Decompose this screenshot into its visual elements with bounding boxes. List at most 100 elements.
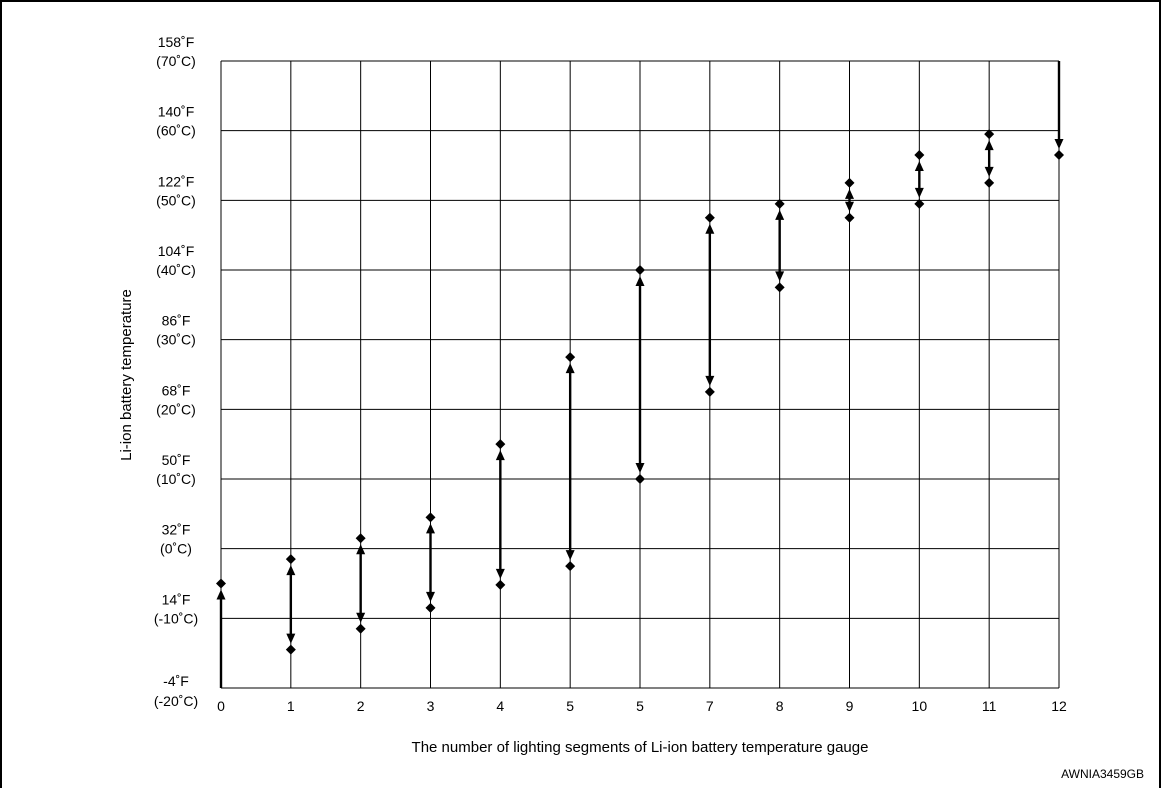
range-bar bbox=[844, 177, 855, 223]
range-low-marker bbox=[914, 198, 925, 209]
range-bar bbox=[216, 578, 226, 688]
x-tick-label: 2 bbox=[357, 698, 365, 714]
range-bar bbox=[635, 265, 645, 484]
range-low-arrow bbox=[705, 375, 715, 386]
y-tick-label-f: 104˚F bbox=[158, 243, 195, 259]
range-bar bbox=[355, 533, 366, 634]
y-tick-label-f: -4˚F bbox=[163, 673, 189, 689]
range-low-arrow bbox=[914, 187, 924, 198]
range-high-arrow bbox=[426, 523, 435, 534]
y-tick-label-f: 50˚F bbox=[162, 452, 191, 468]
range-low-arrow bbox=[845, 201, 854, 212]
range-high-arrow bbox=[845, 188, 854, 199]
range-high-arrow bbox=[565, 363, 575, 374]
range-low-arrow bbox=[1054, 139, 1064, 150]
y-tick-label-f: 140˚F bbox=[158, 104, 195, 120]
range-high-marker bbox=[635, 265, 645, 275]
range-high-marker bbox=[495, 439, 506, 450]
range-bar bbox=[914, 150, 925, 209]
x-tick-label: 0 bbox=[217, 698, 225, 714]
range-low-marker bbox=[355, 623, 366, 634]
x-tick-label: 5 bbox=[566, 698, 574, 714]
x-tick-label: 7 bbox=[706, 698, 714, 714]
y-tick-label-c: (-20˚C) bbox=[154, 693, 198, 709]
range-low-arrow bbox=[426, 591, 435, 602]
y-tick-label-c: (30˚C) bbox=[156, 332, 196, 348]
range-high-arrow bbox=[635, 276, 645, 286]
range-high-marker bbox=[844, 177, 855, 188]
y-tick-label-c: (60˚C) bbox=[156, 123, 196, 139]
y-tick-label-f: 14˚F bbox=[162, 591, 191, 607]
x-tick-label: 9 bbox=[846, 698, 854, 714]
range-low-arrow bbox=[775, 271, 785, 282]
y-tick-label-c: (40˚C) bbox=[156, 262, 196, 278]
range-low-arrow bbox=[495, 568, 505, 579]
y-tick-label-f: 86˚F bbox=[162, 313, 191, 329]
y-tick-label-c: (20˚C) bbox=[156, 401, 196, 417]
range-high-marker bbox=[914, 150, 925, 161]
range-low-marker bbox=[704, 386, 715, 397]
range-high-arrow bbox=[775, 209, 785, 220]
range-bar bbox=[774, 198, 785, 293]
y-tick-label-f: 122˚F bbox=[158, 173, 195, 189]
range-high-marker bbox=[565, 352, 576, 363]
range-high-marker bbox=[984, 129, 995, 140]
range-high-marker bbox=[774, 198, 785, 209]
x-tick-label: 10 bbox=[912, 698, 928, 714]
y-tick-label-c: (-10˚C) bbox=[154, 610, 198, 626]
y-tick-labels: -4˚F (-20˚C) 14˚F (-10˚C) 32˚F (0˚C) 50˚F (10˚C… bbox=[154, 34, 198, 709]
range-low-arrow bbox=[356, 612, 366, 623]
range-low-marker bbox=[565, 561, 576, 572]
y-tick-label-c: (10˚C) bbox=[156, 471, 196, 487]
range-low-arrow bbox=[984, 166, 994, 177]
range-low-marker bbox=[774, 282, 785, 293]
x-axis-label: The number of lighting segments of Li-io… bbox=[412, 739, 869, 756]
range-high-arrow bbox=[216, 589, 226, 600]
figure-code: AWNIA3459GB bbox=[1061, 767, 1144, 781]
range-bar bbox=[495, 439, 506, 590]
range-bar bbox=[285, 554, 296, 655]
range-low-marker bbox=[285, 644, 296, 655]
y-tick-label-f: 32˚F bbox=[162, 522, 191, 538]
range-low-marker bbox=[425, 602, 436, 613]
x-tick-labels: 0 1 2 3 4 5 5 7 8 9 10 11 12 bbox=[217, 698, 1067, 714]
range-low-marker bbox=[1054, 150, 1064, 161]
range-bar bbox=[984, 129, 995, 188]
x-tick-label: 1 bbox=[287, 698, 295, 714]
range-low-arrow bbox=[286, 633, 296, 644]
range-high-arrow bbox=[914, 161, 924, 172]
range-high-arrow bbox=[356, 544, 366, 555]
grid bbox=[220, 60, 1060, 689]
x-tick-label: 5 bbox=[636, 698, 644, 714]
y-tick-label-c: (0˚C) bbox=[160, 541, 192, 557]
range-high-marker bbox=[355, 533, 366, 544]
y-tick-label-f: 68˚F bbox=[162, 382, 191, 398]
range-high-arrow bbox=[286, 565, 296, 576]
x-tick-label: 4 bbox=[496, 698, 504, 714]
range-low-marker bbox=[635, 474, 645, 484]
range-low-arrow bbox=[565, 550, 575, 561]
y-tick-label-c: (70˚C) bbox=[156, 53, 196, 69]
y-tick-label-f: 158˚F bbox=[158, 34, 195, 50]
range-high-arrow bbox=[495, 450, 505, 461]
x-tick-label: 11 bbox=[982, 698, 997, 714]
range-bar bbox=[704, 212, 715, 397]
x-tick-label: 8 bbox=[776, 698, 784, 714]
range-high-arrow bbox=[984, 140, 994, 151]
range-high-arrow bbox=[705, 223, 715, 234]
x-tick-label: 12 bbox=[1051, 698, 1067, 714]
x-tick-label: 3 bbox=[427, 698, 435, 714]
range-bar bbox=[425, 512, 436, 613]
range-high-marker bbox=[425, 512, 436, 523]
range-bar bbox=[1054, 61, 1064, 161]
y-tick-label-c: (50˚C) bbox=[156, 192, 196, 208]
range-low-marker bbox=[495, 579, 506, 590]
range-low-marker bbox=[844, 212, 855, 223]
y-axis-label: Li-ion battery temperature bbox=[118, 289, 135, 461]
range-high-marker bbox=[216, 578, 226, 589]
range-low-marker bbox=[984, 177, 995, 188]
range-bar bbox=[565, 352, 576, 572]
range-high-marker bbox=[704, 212, 715, 223]
range-high-marker bbox=[285, 554, 296, 565]
